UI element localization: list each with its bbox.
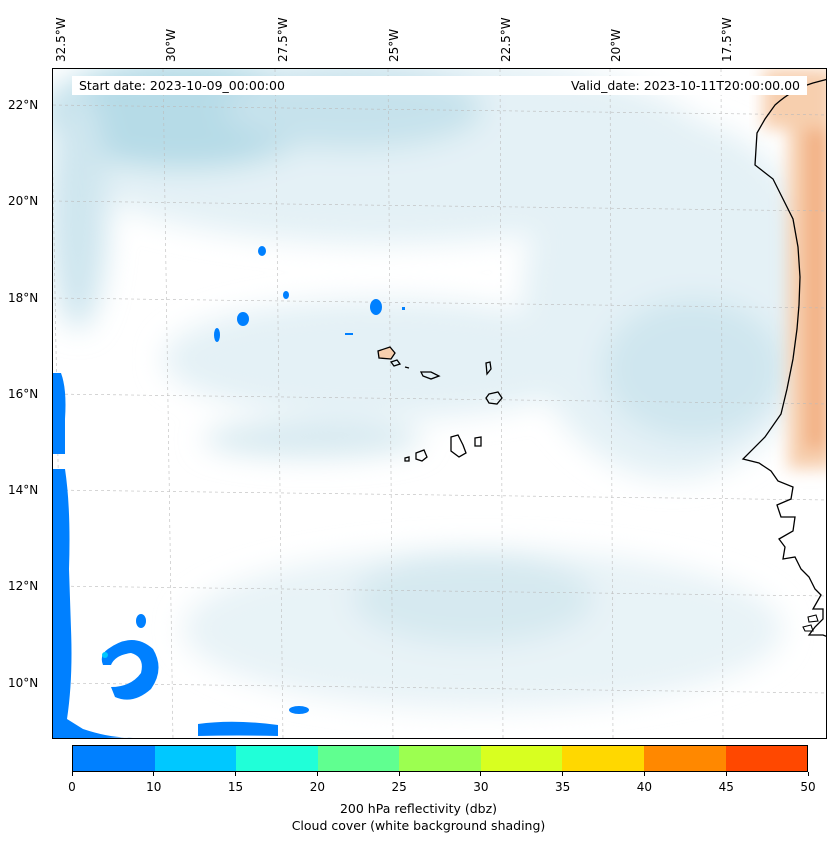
lon-label-30w: 30°W: [164, 28, 178, 62]
colorbar-tick-label: 15: [227, 780, 244, 794]
colorbar-tick-label: 45: [718, 780, 734, 794]
island-sao-nicolau: [419, 371, 441, 380]
cape-verde-islands: [377, 346, 503, 462]
island-sal: [485, 361, 492, 376]
colorbar-tick-mark: [725, 772, 727, 776]
lat-label-16n: 16°N: [8, 387, 39, 401]
colorbar-tick-mark: [316, 772, 318, 776]
island-maio: [474, 436, 482, 447]
island-santiago: [450, 434, 467, 458]
reflectivity-cell-6: [345, 333, 353, 335]
reflectivity-cell-7: [402, 307, 405, 310]
lon-label-32-5w: 32.5°W: [54, 17, 68, 62]
island-santa-luzia: [404, 366, 410, 369]
cloud-east-core: [603, 299, 783, 439]
colorbar-segment-8: [725, 746, 808, 771]
map-panel[interactable]: [52, 68, 827, 739]
lat-label-18n: 18°N: [8, 291, 39, 305]
colorbar-tick-label: 30: [473, 780, 489, 794]
lat-label-10n: 10°N: [8, 676, 39, 690]
gridline-lon-20w: [609, 69, 614, 738]
colorbar-tick-mark: [562, 772, 564, 776]
colorbar-tick-label: 40: [636, 780, 653, 794]
colorbar-segment-6: [562, 746, 644, 771]
colorbar-tick-label: 50: [800, 780, 816, 794]
colorbar-tick-mark: [480, 772, 482, 776]
cloud-streak-mid: [203, 421, 423, 457]
reflectivity-south-dot: [289, 706, 309, 714]
colorbar-tick-label: 20: [309, 780, 325, 794]
reflectivity-colorbar: [72, 745, 808, 772]
colorbar-tick-mark: [398, 772, 400, 776]
reflectivity-cell-3: [214, 328, 220, 342]
lon-label-20w: 20°W: [609, 28, 623, 62]
cloud-south-core: [353, 554, 593, 644]
colorbar-segment-2: [236, 746, 318, 771]
island-brava: [404, 456, 410, 462]
gridline-lon-22-5w: [499, 69, 504, 738]
valid-date-label: Valid_date: 2023-10-11T20:00:00.00: [570, 78, 800, 93]
reflectivity-features: [53, 246, 405, 738]
lat-label-12n: 12°N: [8, 579, 39, 593]
land-warm-core: [805, 69, 826, 449]
reflectivity-cell-4: [283, 291, 289, 299]
date-info-bar: Start date: 2023-10-09_00:00:00 Valid_da…: [72, 76, 807, 95]
reflectivity-10-15-spot: [102, 652, 108, 658]
gridline-lon-25w: [387, 69, 394, 738]
island-santo-antao: [377, 346, 396, 360]
reflectivity-west-edge-south: [53, 469, 133, 738]
reflectivity-blob-small: [136, 614, 146, 628]
reflectivity-cell-2: [237, 312, 249, 326]
colorbar-tick-label: 35: [555, 780, 571, 794]
colorbar-segment-4: [399, 746, 481, 771]
colorbar-tick-mark: [235, 772, 237, 776]
colorbar-tick-mark: [71, 772, 73, 776]
land-shading: [763, 69, 826, 469]
colorbar-tick-label: 10: [146, 780, 162, 794]
island-fogo: [415, 449, 428, 462]
lat-label-14n: 14°N: [8, 483, 39, 497]
colorbar-title: 200 hPa reflectivity (dbz): [339, 801, 498, 816]
colorbar-subtitle: Cloud cover (white background shading): [291, 818, 546, 833]
reflectivity-hook: [101, 640, 159, 700]
cloud-central: [163, 299, 603, 419]
africa-coast-islets: [802, 614, 819, 632]
colorbar-segment-1: [154, 746, 237, 771]
reflectivity-south-band: [198, 721, 278, 736]
cloud-west-strip: [53, 89, 108, 329]
reflectivity-cell-1: [258, 246, 266, 256]
colorbar-tick-mark: [807, 772, 809, 776]
colorbar-tick-label: 0: [68, 780, 76, 794]
island-sao-vicente: [389, 359, 402, 367]
lon-label-27-5w: 27.5°W: [276, 17, 290, 62]
start-date-label: Start date: 2023-10-09_00:00:00: [79, 78, 285, 93]
africa-coastline: [741, 78, 826, 637]
reflectivity-west-edge-north: [53, 373, 66, 454]
lon-label-17-5w: 17.5°W: [720, 17, 734, 62]
colorbar-segment-7: [643, 746, 726, 771]
colorbar-segment-0: [73, 746, 155, 771]
reflectivity-cell-5: [370, 299, 382, 315]
cloud-cover-shading: [53, 69, 823, 709]
colorbar-tick-mark: [153, 772, 155, 776]
colorbar-tick-label: 25: [391, 780, 407, 794]
colorbar-tick-mark: [643, 772, 645, 776]
gridline-lon-27-5w: [274, 69, 284, 738]
gridline-lon-30w: [162, 69, 174, 738]
gridline-lon-17-5w: [720, 69, 724, 738]
lon-label-22-5w: 22.5°W: [499, 17, 513, 62]
colorbar-segment-5: [480, 746, 563, 771]
colorbar-segment-3: [317, 746, 400, 771]
lat-label-22n: 22°N: [8, 98, 39, 112]
map-canvas: [53, 69, 826, 738]
lon-label-25w: 25°W: [387, 28, 401, 62]
lat-label-20n: 20°N: [8, 194, 39, 208]
island-boa-vista: [485, 391, 503, 405]
